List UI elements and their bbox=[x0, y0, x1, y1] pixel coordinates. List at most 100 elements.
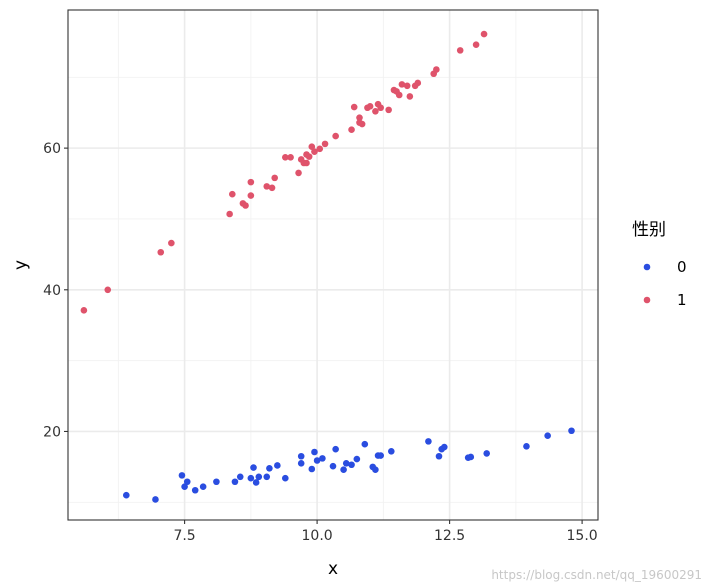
data-point-series-0 bbox=[308, 465, 316, 473]
legend-key-1 bbox=[643, 296, 651, 304]
data-point-series-1 bbox=[398, 81, 406, 88]
data-point-series-0 bbox=[255, 473, 263, 481]
x-axis-ticks: 7.5 10.0 12.5 15.0 bbox=[173, 520, 598, 544]
data-point-series-1 bbox=[247, 178, 255, 186]
y-tick-label: 40 bbox=[43, 283, 61, 299]
y-axis-title: y bbox=[11, 260, 31, 270]
data-point-series-0 bbox=[342, 460, 350, 467]
y-tick-label: 60 bbox=[43, 141, 61, 157]
data-point-series-0 bbox=[353, 455, 361, 463]
data-point-series-1 bbox=[348, 126, 355, 134]
y-tick-label: 20 bbox=[43, 424, 61, 440]
data-point-series-1 bbox=[80, 307, 88, 314]
data-point-series-1 bbox=[403, 82, 411, 90]
data-point-series-1 bbox=[366, 103, 374, 110]
data-point-series-1 bbox=[308, 143, 316, 151]
data-point-series-0 bbox=[568, 427, 575, 435]
data-point-series-0 bbox=[250, 464, 257, 471]
data-point-series-1 bbox=[303, 159, 310, 167]
data-point-series-0 bbox=[340, 466, 347, 474]
data-point-series-0 bbox=[231, 478, 239, 486]
y-axis-ticks: 20 40 60 bbox=[43, 141, 68, 440]
data-point-series-0 bbox=[332, 445, 339, 453]
data-point-series-1 bbox=[157, 248, 165, 256]
data-point-series-0 bbox=[152, 496, 159, 503]
data-point-series-1 bbox=[395, 91, 403, 99]
major-gridlines bbox=[68, 10, 598, 520]
data-point-series-0 bbox=[236, 473, 244, 481]
data-point-series-1 bbox=[385, 106, 392, 114]
data-point-series-0 bbox=[199, 483, 207, 491]
data-point-series-1 bbox=[356, 114, 363, 121]
data-point-series-1 bbox=[226, 210, 233, 218]
data-point-series-0 bbox=[435, 452, 443, 460]
data-point-series-1 bbox=[350, 103, 358, 111]
data-point-series-1 bbox=[311, 148, 318, 155]
data-point-series-0 bbox=[181, 483, 188, 491]
data-point-series-0 bbox=[183, 478, 191, 486]
data-point-series-0 bbox=[483, 450, 491, 457]
data-point-series-0 bbox=[377, 452, 385, 459]
data-point-series-1 bbox=[282, 154, 289, 161]
data-point-series-0 bbox=[329, 462, 337, 470]
data-point-series-0 bbox=[467, 453, 475, 461]
data-point-series-0 bbox=[348, 461, 355, 469]
x-tick-label: 7.5 bbox=[173, 528, 195, 544]
data-point-series-1 bbox=[472, 41, 480, 49]
data-point-series-0 bbox=[247, 474, 255, 482]
data-point-series-1 bbox=[295, 169, 302, 177]
legend-key-0 bbox=[643, 263, 651, 271]
data-point-series-0 bbox=[425, 438, 432, 445]
x-tick-label: 12.5 bbox=[434, 528, 465, 544]
data-point-series-0 bbox=[361, 440, 369, 448]
data-point-series-0 bbox=[266, 464, 273, 472]
data-points bbox=[80, 30, 575, 503]
watermark: https://blog.csdn.net/qq_19600291 bbox=[491, 568, 702, 582]
legend-label-0: 0 bbox=[677, 258, 687, 276]
data-point-series-1 bbox=[287, 154, 294, 161]
data-point-series-1 bbox=[242, 202, 249, 209]
data-point-series-0 bbox=[282, 474, 289, 482]
data-point-series-1 bbox=[433, 66, 440, 73]
data-point-series-1 bbox=[358, 120, 366, 128]
data-point-series-1 bbox=[316, 145, 324, 153]
data-point-series-0 bbox=[123, 491, 130, 499]
data-point-series-1 bbox=[268, 184, 276, 192]
data-point-series-0 bbox=[263, 473, 271, 481]
data-point-series-0 bbox=[372, 466, 379, 474]
x-tick-label: 10.0 bbox=[302, 528, 333, 544]
data-point-series-1 bbox=[377, 104, 385, 112]
data-point-series-1 bbox=[480, 30, 488, 38]
data-point-series-1 bbox=[414, 79, 422, 87]
x-axis-title: x bbox=[328, 559, 338, 579]
data-point-series-0 bbox=[441, 443, 448, 451]
panel-background bbox=[68, 10, 598, 520]
data-point-series-0 bbox=[297, 452, 305, 460]
data-point-series-0 bbox=[544, 432, 551, 440]
data-point-series-1 bbox=[332, 132, 339, 140]
data-point-series-0 bbox=[178, 472, 186, 479]
data-point-series-1 bbox=[168, 239, 175, 247]
data-point-series-1 bbox=[104, 286, 112, 294]
data-point-series-1 bbox=[456, 47, 464, 54]
data-point-series-1 bbox=[372, 107, 379, 115]
data-point-series-0 bbox=[523, 443, 530, 450]
data-point-series-0 bbox=[274, 462, 281, 469]
panel-border bbox=[67, 9, 599, 521]
data-point-series-1 bbox=[271, 174, 279, 182]
data-point-series-0 bbox=[311, 448, 318, 456]
data-point-series-1 bbox=[305, 153, 313, 160]
data-point-series-1 bbox=[247, 192, 255, 199]
data-point-series-0 bbox=[213, 478, 220, 486]
data-point-series-1 bbox=[406, 93, 414, 100]
data-point-series-0 bbox=[297, 460, 305, 467]
data-point-series-0 bbox=[319, 455, 326, 462]
data-point-series-0 bbox=[388, 447, 395, 455]
x-tick-label: 15.0 bbox=[567, 528, 598, 544]
data-point-series-1 bbox=[321, 140, 329, 148]
legend: 性别 0 1 bbox=[632, 220, 687, 309]
data-point-series-0 bbox=[191, 486, 199, 494]
data-point-series-1 bbox=[263, 183, 271, 190]
legend-label-1: 1 bbox=[677, 291, 687, 309]
